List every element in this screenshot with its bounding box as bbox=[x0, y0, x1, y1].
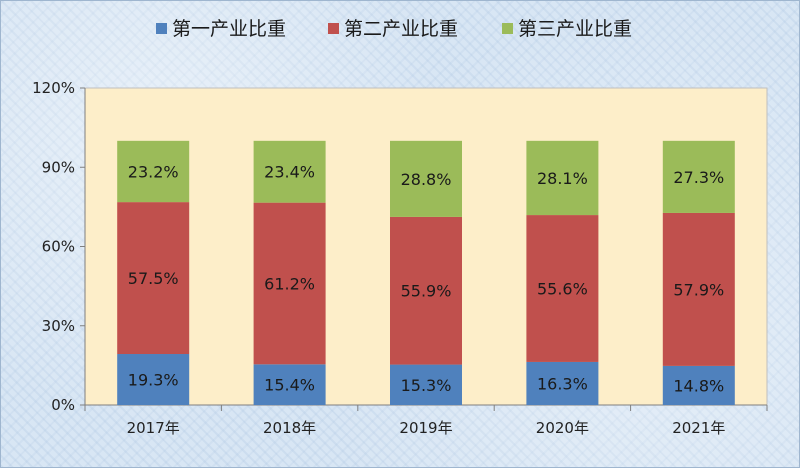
x-tick-label: 2017年 bbox=[127, 419, 180, 437]
bar-segment bbox=[253, 140, 326, 203]
bar-segment bbox=[526, 361, 599, 405]
data-label: 55.9% bbox=[401, 282, 452, 301]
bar-segment bbox=[117, 354, 190, 405]
data-label: 57.5% bbox=[128, 269, 179, 288]
legend-label: 第二产业比重 bbox=[344, 18, 458, 40]
legend-label: 第三产业比重 bbox=[518, 18, 632, 40]
x-tick-label: 2018年 bbox=[263, 419, 316, 437]
data-label: 15.4% bbox=[264, 376, 315, 395]
bar-segment bbox=[526, 140, 599, 216]
y-tick-label: 60% bbox=[42, 238, 75, 256]
data-label: 15.3% bbox=[401, 376, 452, 395]
bar-segment bbox=[117, 140, 190, 203]
data-label: 16.3% bbox=[537, 374, 588, 393]
bar-segment bbox=[253, 202, 326, 365]
data-label: 57.9% bbox=[673, 280, 724, 299]
data-label: 61.2% bbox=[264, 274, 315, 293]
x-tick-label: 2019年 bbox=[399, 419, 452, 437]
legend-swatch bbox=[156, 23, 167, 34]
bar-segment bbox=[390, 216, 462, 365]
data-label: 19.3% bbox=[128, 371, 179, 390]
y-tick-label: 120% bbox=[32, 79, 75, 97]
bar-segment bbox=[390, 364, 462, 405]
y-tick-label: 30% bbox=[42, 317, 75, 335]
bar-segment bbox=[117, 202, 190, 355]
legend-swatch bbox=[502, 23, 513, 34]
bar-segment bbox=[253, 364, 326, 405]
bar-segment bbox=[526, 215, 599, 362]
bar-segment bbox=[390, 140, 462, 217]
legend-swatch bbox=[328, 23, 339, 34]
y-tick-label: 90% bbox=[42, 158, 75, 176]
data-label: 27.3% bbox=[673, 168, 724, 187]
data-label: 23.2% bbox=[128, 162, 179, 181]
legend-label: 第一产业比重 bbox=[172, 18, 286, 40]
bar-segment bbox=[662, 140, 735, 213]
bar-segment bbox=[662, 365, 735, 405]
y-tick-label: 0% bbox=[51, 396, 75, 414]
data-label: 28.8% bbox=[401, 170, 452, 189]
data-label: 14.8% bbox=[673, 376, 724, 395]
data-label: 28.1% bbox=[537, 169, 588, 188]
data-label: 55.6% bbox=[537, 280, 588, 299]
data-label: 23.4% bbox=[264, 163, 315, 182]
bar-segment bbox=[662, 212, 735, 366]
x-tick-label: 2020年 bbox=[536, 419, 589, 437]
x-tick-label: 2021年 bbox=[672, 419, 725, 437]
